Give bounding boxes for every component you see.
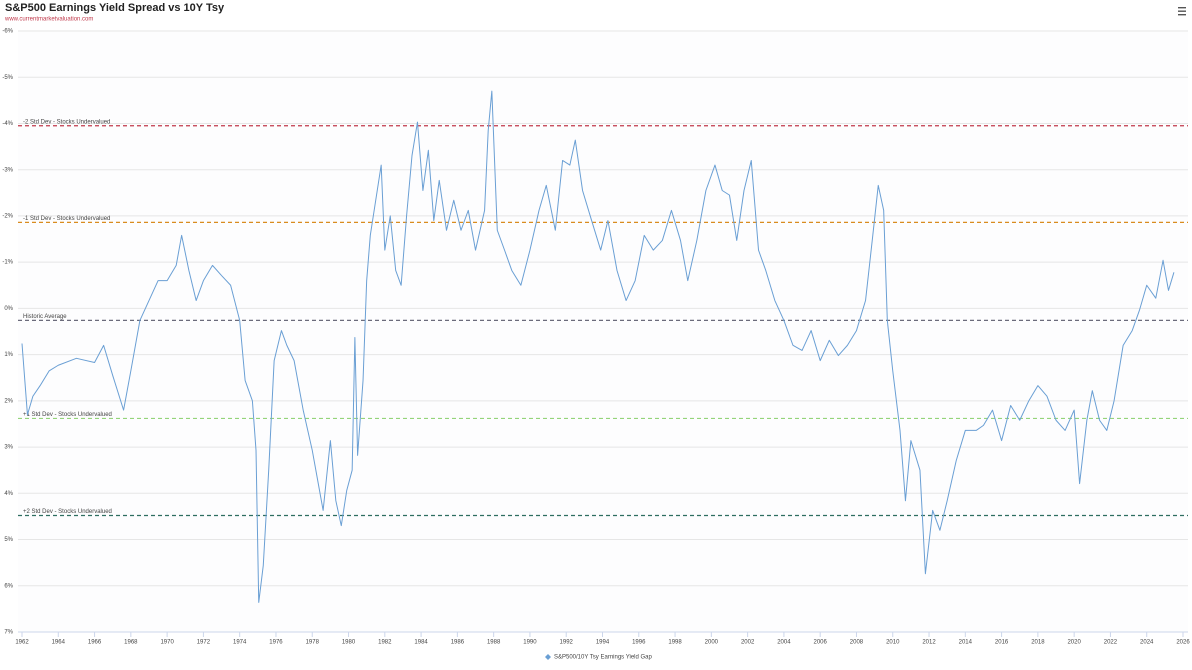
x-tick-label: 1994 [596, 640, 610, 646]
x-tick-label: 1970 [160, 640, 174, 646]
x-tick-label: 2006 [814, 640, 828, 646]
menu-bar [1178, 10, 1186, 12]
x-tick-label: 1986 [451, 640, 465, 646]
x-tick-label: 2004 [777, 640, 791, 646]
y-tick-label: -3% [2, 167, 13, 173]
x-tick-label: 2018 [1031, 640, 1045, 646]
menu-bar [1178, 7, 1186, 9]
x-tick-label: 2016 [995, 640, 1009, 646]
y-tick-label: -5% [2, 75, 13, 81]
x-tick-label: 1998 [668, 640, 682, 646]
reference-label: +2 Std Dev - Stocks Undervalued [23, 509, 112, 515]
x-tick-label: 1984 [414, 640, 428, 646]
y-tick-label: 0% [4, 306, 13, 312]
y-tick-label: 1% [4, 352, 13, 358]
x-tick-label: 1996 [632, 640, 646, 646]
x-tick-label: 1992 [560, 640, 574, 646]
reference-label: +1 Std Dev - Stocks Undervalued [23, 412, 112, 418]
x-tick-label: 2026 [1176, 640, 1190, 646]
legend-label: S&P500/10Y Tsy Earnings Yield Gap [554, 655, 653, 661]
x-tick-label: 2008 [850, 640, 864, 646]
menu-button[interactable] [1176, 6, 1188, 17]
y-tick-label: -1% [2, 260, 13, 266]
x-tick-label: 1976 [269, 640, 283, 646]
y-tick-label: 2% [4, 398, 13, 404]
y-tick-label: 6% [4, 583, 13, 589]
reference-label: -1 Std Dev - Stocks Undervalued [23, 216, 110, 222]
x-tick-label: 1990 [523, 640, 537, 646]
x-tick-label: 2024 [1140, 640, 1154, 646]
data-line [21, 90, 1175, 603]
x-tick-label: 1962 [15, 640, 29, 646]
plot-area [18, 31, 1188, 632]
x-tick-label: 2012 [922, 640, 936, 646]
y-tick-label: 5% [4, 537, 13, 543]
x-tick-label: 1972 [197, 640, 211, 646]
y-tick-label: -6% [2, 29, 13, 35]
reference-label: -2 Std Dev - Stocks Undervalued [23, 119, 110, 125]
x-tick-label: 1968 [124, 640, 138, 646]
x-tick-label: 2002 [741, 640, 755, 646]
y-tick-label: -4% [2, 121, 13, 127]
reference-label: Historic Average [23, 314, 67, 320]
y-tick-label: -2% [2, 214, 13, 220]
y-tick-label: 7% [4, 630, 13, 636]
menu-bar [1178, 14, 1186, 16]
x-tick-label: 2000 [705, 640, 719, 646]
x-tick-label: 2020 [1067, 640, 1081, 646]
x-tick-label: 1978 [306, 640, 320, 646]
x-tick-label: 1988 [487, 640, 501, 646]
chart-subtitle: www.currentmarketvaluation.com [4, 17, 93, 23]
x-tick-label: 2010 [886, 640, 900, 646]
x-tick-label: 1980 [342, 640, 356, 646]
chart-title: S&P500 Earnings Yield Spread vs 10Y Tsy [5, 2, 225, 14]
x-tick-label: 1964 [52, 640, 66, 646]
x-tick-label: 2014 [959, 640, 973, 646]
x-tick-label: 1974 [233, 640, 247, 646]
legend-marker [545, 654, 551, 660]
x-tick-label: 1966 [88, 640, 102, 646]
x-tick-label: 2022 [1104, 640, 1118, 646]
y-tick-label: 3% [4, 445, 13, 451]
x-tick-label: 1982 [378, 640, 392, 646]
y-tick-label: 4% [4, 491, 13, 497]
